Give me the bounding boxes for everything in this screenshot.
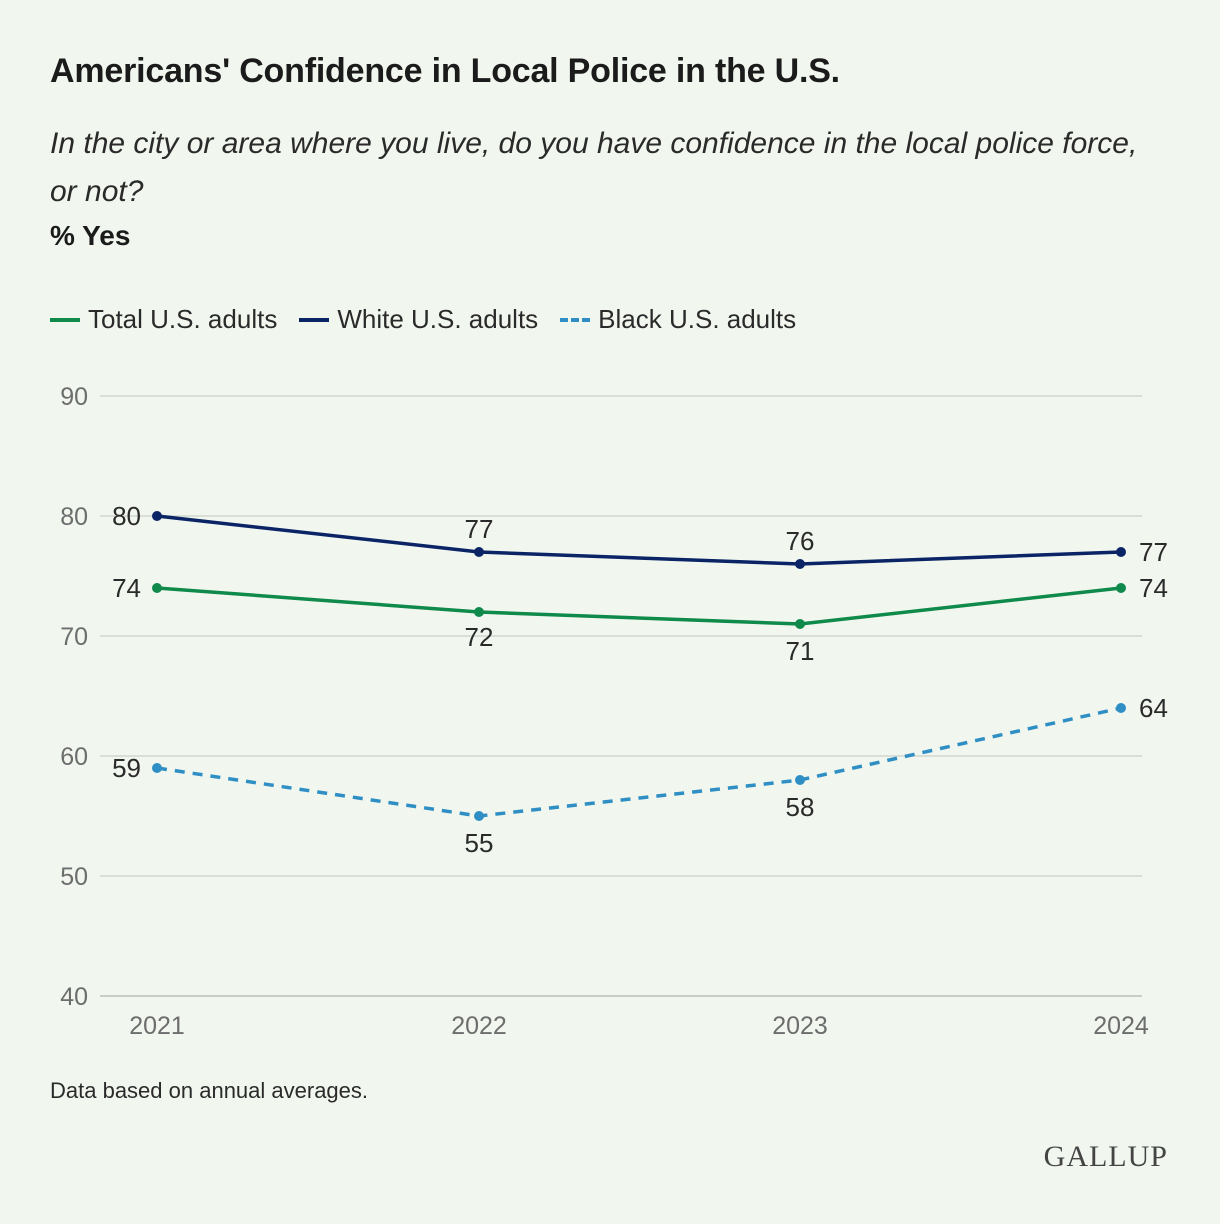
data-point-total-2021 <box>152 583 162 593</box>
data-point-black-2021 <box>152 763 162 773</box>
y-tick-90: 90 <box>60 383 88 411</box>
legend-item-black: Black U.S. adults <box>560 304 796 335</box>
x-tick-2024: 2024 <box>1093 1012 1149 1040</box>
data-label-black-2023: 58 <box>786 792 815 822</box>
legend-label-black: Black U.S. adults <box>598 304 797 334</box>
data-label-total-2024: 74 <box>1139 573 1168 603</box>
data-label-white-2022: 77 <box>465 514 494 544</box>
data-point-black-2023 <box>795 775 805 785</box>
legend-swatch-total <box>50 317 80 322</box>
legend-swatch-black <box>560 317 591 322</box>
legend: Total U.S. adults White U.S. adults Blac… <box>50 304 818 335</box>
data-point-total-2022 <box>474 607 484 617</box>
series-line-white <box>156 514 1122 566</box>
legend-item-total: Total U.S. adults <box>50 304 277 335</box>
data-point-white-2021 <box>152 511 162 521</box>
y-tick-70: 70 <box>60 623 88 651</box>
x-tick-2022: 2022 <box>451 1012 507 1040</box>
series-line-total <box>156 586 1122 626</box>
y-tick-50: 50 <box>60 863 88 891</box>
data-point-black-2024 <box>1116 703 1126 713</box>
data-label-white-2023: 76 <box>786 526 815 556</box>
y-tick-40: 40 <box>60 983 88 1011</box>
y-tick-80: 80 <box>60 503 88 531</box>
data-point-total-2023 <box>795 619 805 629</box>
data-point-white-2022 <box>474 547 484 557</box>
data-label-black-2022: 55 <box>465 828 494 858</box>
data-label-total-2022: 72 <box>465 622 494 652</box>
chart-note: Data based on annual averages. <box>50 1078 369 1103</box>
x-tick-2021: 2021 <box>129 1012 185 1040</box>
legend-swatch-white <box>299 317 330 322</box>
legend-label-total: Total U.S. adults <box>88 304 278 334</box>
data-label-total-2021: 74 <box>112 573 141 603</box>
data-point-white-2024 <box>1116 547 1126 557</box>
data-label-white-2021: 80 <box>112 501 141 531</box>
legend-item-white: White U.S. adults <box>299 304 538 335</box>
chart-subtitle: In the city or area where you live, do y… <box>50 127 1138 208</box>
data-point-white-2023 <box>795 559 805 569</box>
chart-title: Americans' Confidence in Local Police in… <box>50 52 840 90</box>
data-label-black-2021: 59 <box>112 753 141 783</box>
data-point-black-2022 <box>474 811 484 821</box>
gallup-logo: GALLUP <box>1043 1140 1168 1173</box>
series-line-black <box>156 706 1122 818</box>
y-axis-label: % Yes <box>50 220 131 251</box>
x-tick-2023: 2023 <box>772 1012 828 1040</box>
data-label-black-2024: 64 <box>1139 693 1168 723</box>
y-tick-60: 60 <box>60 743 88 771</box>
data-label-white-2024: 77 <box>1139 537 1168 567</box>
data-point-total-2024 <box>1116 583 1126 593</box>
data-label-total-2023: 71 <box>786 636 815 666</box>
legend-label-white: White U.S. adults <box>337 304 539 334</box>
